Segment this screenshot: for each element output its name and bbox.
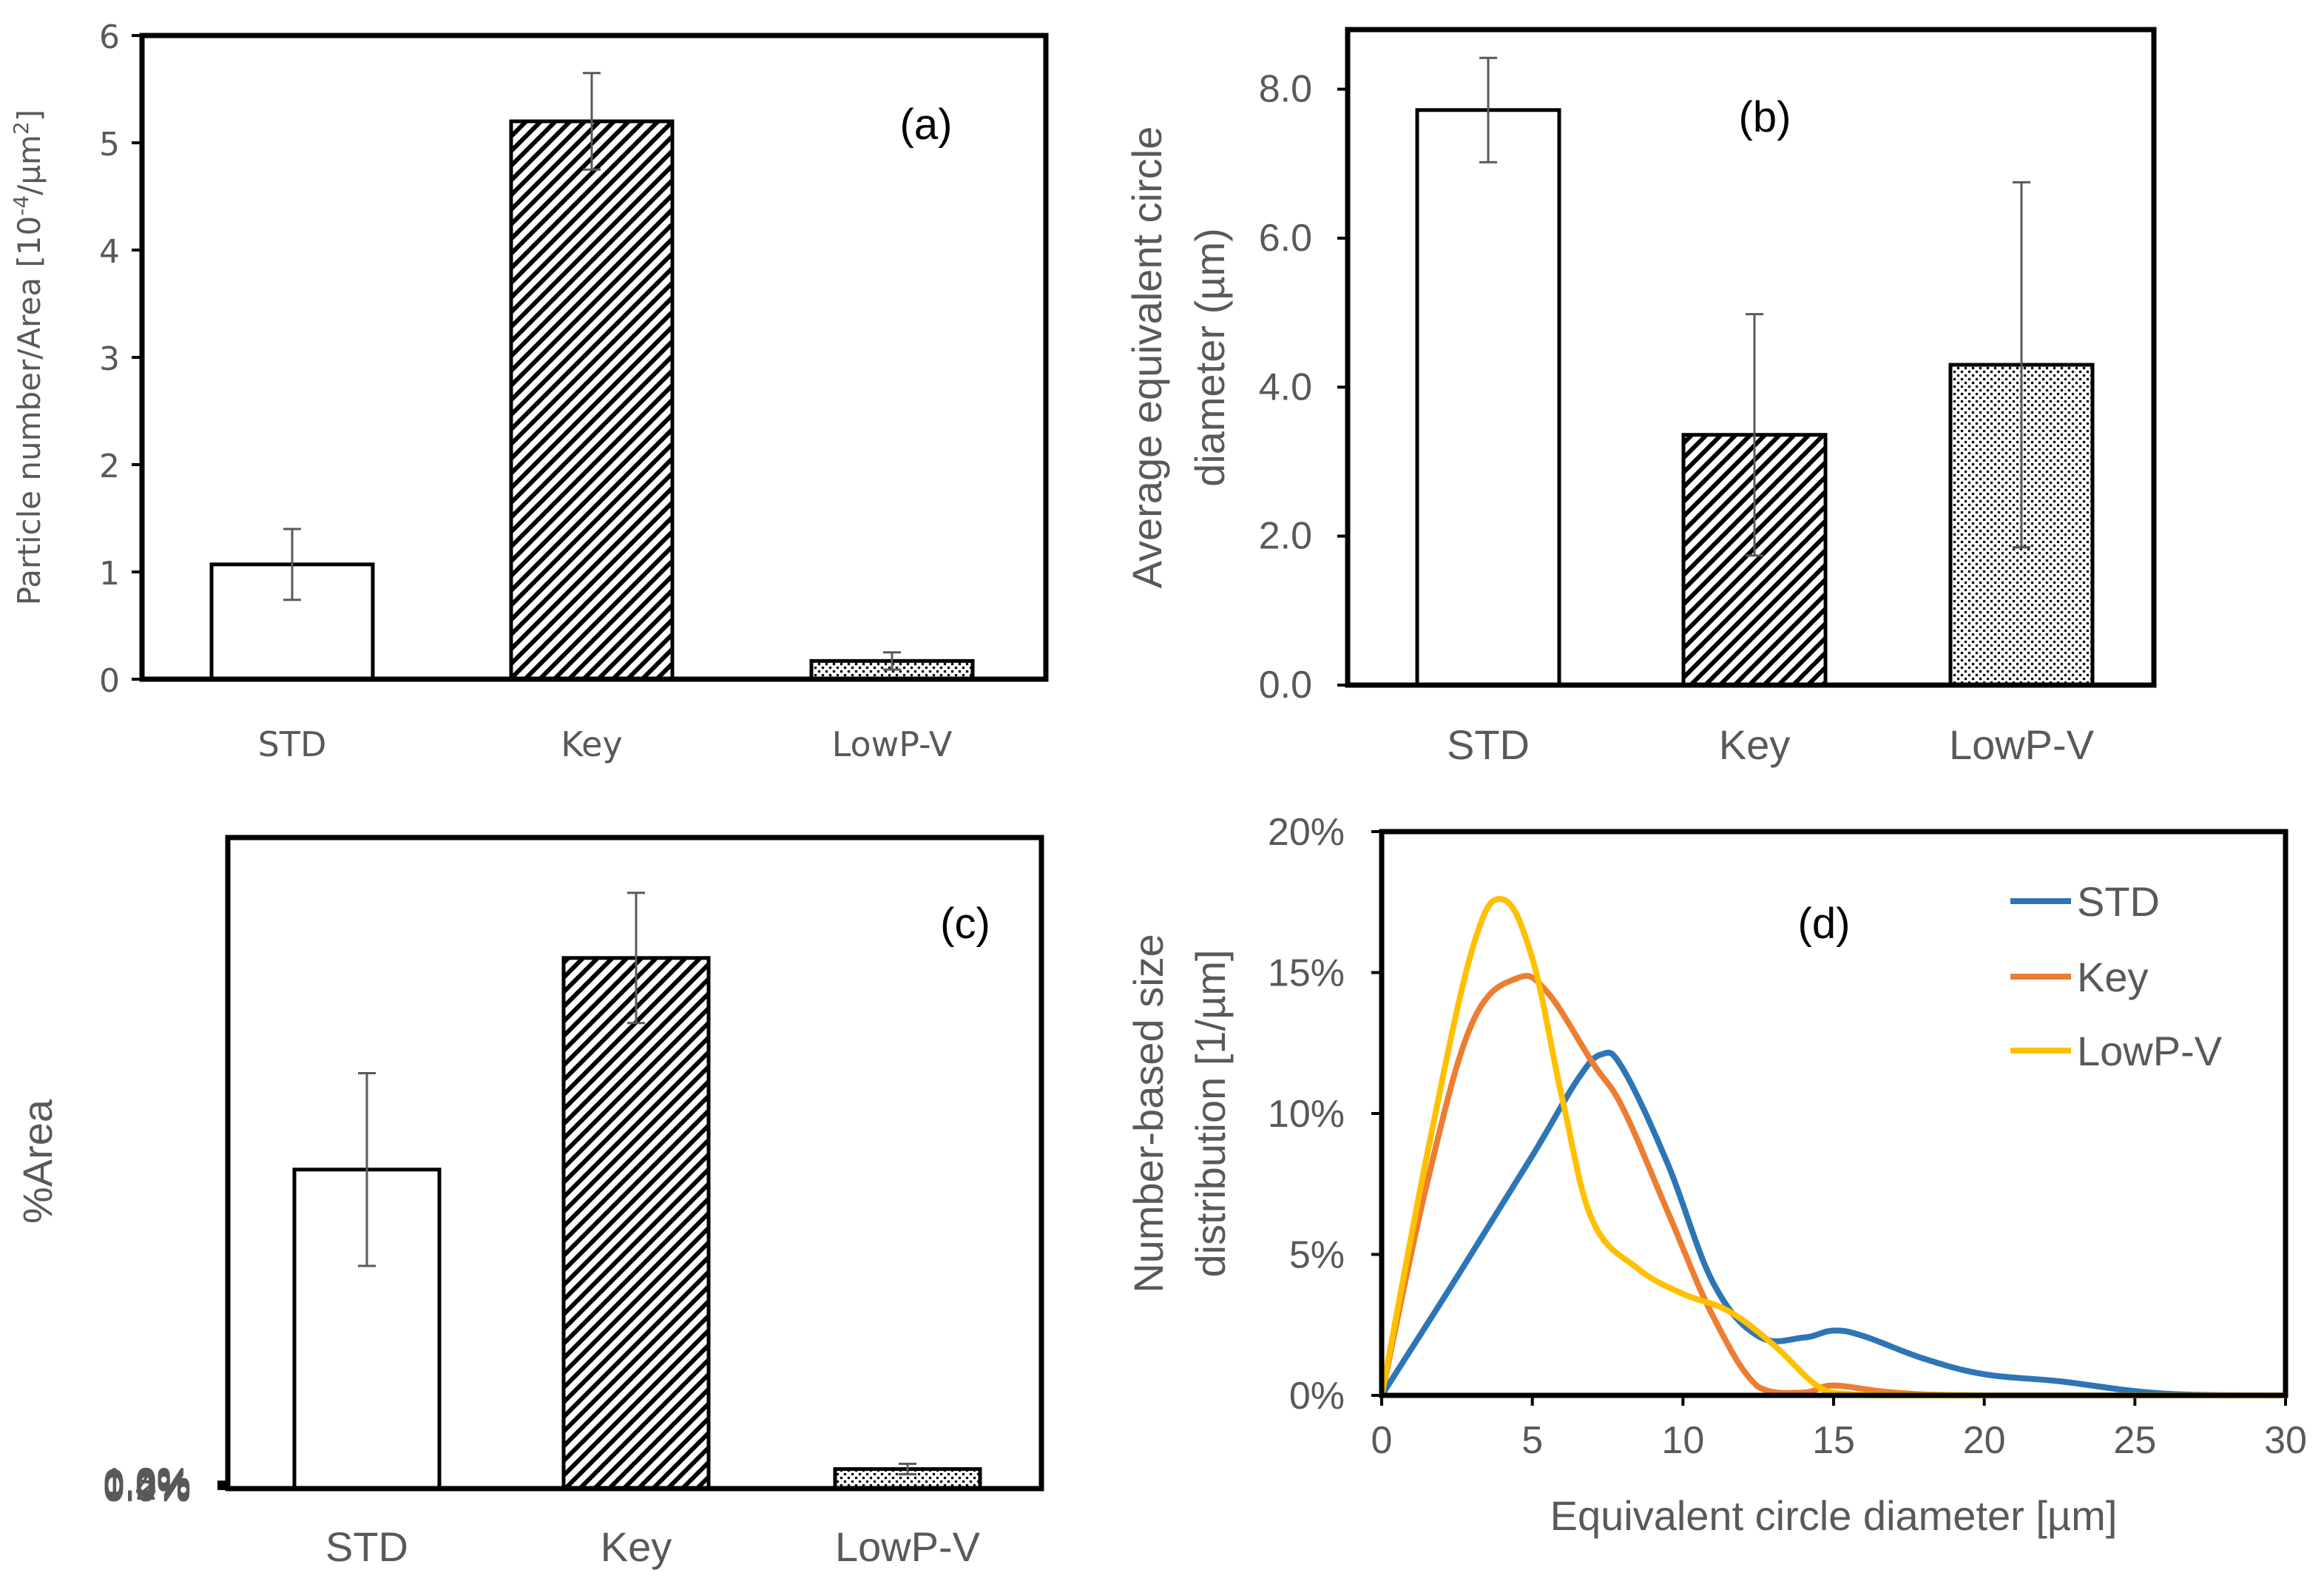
chart-b-category-label: STD [1447,721,1530,768]
chart-d-panel-label: (d) [1798,900,1851,948]
chart-b-ytick-label: 2.0 [1259,515,1312,558]
chart-a-ytick-label: 5 [99,126,120,164]
chart-d-ylabel-line2: distribution [1/µm] [1187,949,1234,1277]
chart-a-ytick-label: 1 [99,555,120,593]
chart-b-bar-std [1415,108,1561,687]
chart-b-category-label: Key [1719,721,1791,768]
chart-d-xtick-label: 15 [1812,1419,1855,1462]
chart-d-line-std [1379,1049,2286,1398]
chart-c-ytick-label: 0.6% [103,1463,191,1506]
chart-c-ytick-label: 0.8% [103,1462,191,1505]
chart-a-ytick-label: 4 [99,233,120,271]
chart-d-ytick-label: 15% [1268,952,1345,995]
chart-a-ticks: 0 1 2 3 4 5 6 [99,18,142,700]
chart-c-category-label: Key [601,1523,672,1570]
chart-c-ytick-label: 0.0% [103,1467,191,1510]
chart-a-ytick-label: 3 [99,340,120,378]
chart-a-category-label: LowP-V [832,724,953,764]
chart-d-ylabel-line1: Number-based size [1125,934,1172,1293]
chart-a-frame [139,33,1049,682]
chart-b-ytick-label: 0.0 [1259,664,1312,707]
chart-b-frame [1345,27,2157,688]
chart-c-ytick-label: 0.4% [103,1464,191,1507]
chart-d-xlabel: Equivalent circle diameter [µm] [1550,1492,2118,1539]
chart-d-frame [1379,829,2288,1398]
chart-d-ytick-label: 20% [1268,811,1345,854]
chart-c-ticks: 0.0%0.2%0.4%0.6%0.8%1.0% [103,1460,228,1510]
chart-c-ytick-label: 0.2% [103,1466,191,1509]
chart-c-ylabel: %Area [14,1099,61,1224]
chart-d-xtick-label: 20 [1963,1419,2006,1462]
chart-d-xtick-label: 30 [2264,1419,2307,1462]
chart-d-legend-label: LowP-V [2077,1028,2223,1074]
chart-d-ytick-label: 0% [1289,1375,1345,1418]
chart-c-bars: STD Key LowP-V [292,892,982,1570]
chart-d-ytick-label: 5% [1289,1234,1345,1277]
chart-d-legend: STD Key LowP-V [2010,878,2223,1074]
chart-a-ylabel: Particle number/Area [10-4/µm2] [9,109,47,605]
chart-a-ytick-label: 6 [99,18,120,56]
chart-d-xtick-label: 5 [1521,1419,1543,1462]
chart-c-category-label: LowP-V [835,1523,981,1570]
chart-d-ytick-label: 10% [1268,1093,1345,1136]
chart-c: 0.0%0.2%0.4%0.6%0.8%1.0% STD Key LowP-V (c… [14,835,1044,1570]
chart-b-ticks: 0.0 2.0 4.0 6.0 8.0 [1259,68,1348,707]
chart-a-bars: STD Key LowP-V [209,72,975,764]
chart-b-panel-label: (b) [1739,93,1791,141]
chart-d-xtick-label: 25 [2113,1419,2156,1462]
chart-b-ylabel-line2: diameter (µm) [1186,228,1233,487]
chart-d-legend-label: Key [2077,954,2149,1000]
chart-d-xtick-label: 0 [1371,1419,1393,1462]
chart-c-panel-label: (c) [940,900,990,948]
chart-b-ytick-label: 8.0 [1259,68,1312,111]
chart-b-category-label: LowP-V [1949,721,2095,768]
chart-d-xtick-label: 10 [1661,1419,1704,1462]
chart-c-category-label: STD [325,1523,408,1570]
chart-d-legend-label: STD [2077,878,2160,925]
chart-d-line-lowp-v [1379,896,2286,1399]
chart-a-category-label: STD [258,724,327,764]
chart-a: 0 1 2 3 4 5 6 STD Key LowP-V (a) Particle number… [9,18,1049,764]
chart-b-ytick-label: 4.0 [1259,365,1312,408]
chart-a-ytick-label: 0 [99,662,120,700]
chart-d-series [1379,896,2286,1399]
chart-b-ylabel-line1: Average equivalent circle [1124,127,1170,589]
chart-b-ytick-label: 6.0 [1259,217,1312,260]
chart-d-ticks: 0% 5% 10% 15% 20% 0 5 10 15 20 25 30 [1268,811,2307,1462]
chart-c-ytick-label: 1.0% [103,1460,191,1503]
chart-a-panel-label: (a) [900,101,953,149]
chart-a-ytick-label: 2 [99,448,120,485]
chart-b-bars: STD Key LowP-V [1415,56,2095,768]
chart-b: 0.0 2.0 4.0 6.0 8.0 STD Key LowP-V (b) Average… [1124,27,2157,768]
chart-c-frame [225,835,1044,1492]
chart-c-bar-key [561,956,711,1491]
chart-a-bar-key [509,119,675,681]
chart-d: 0% 5% 10% 15% 20% 0 5 10 15 20 25 30 (d) Number-bas… [1125,811,2307,1539]
chart-a-category-label: Key [561,724,622,764]
